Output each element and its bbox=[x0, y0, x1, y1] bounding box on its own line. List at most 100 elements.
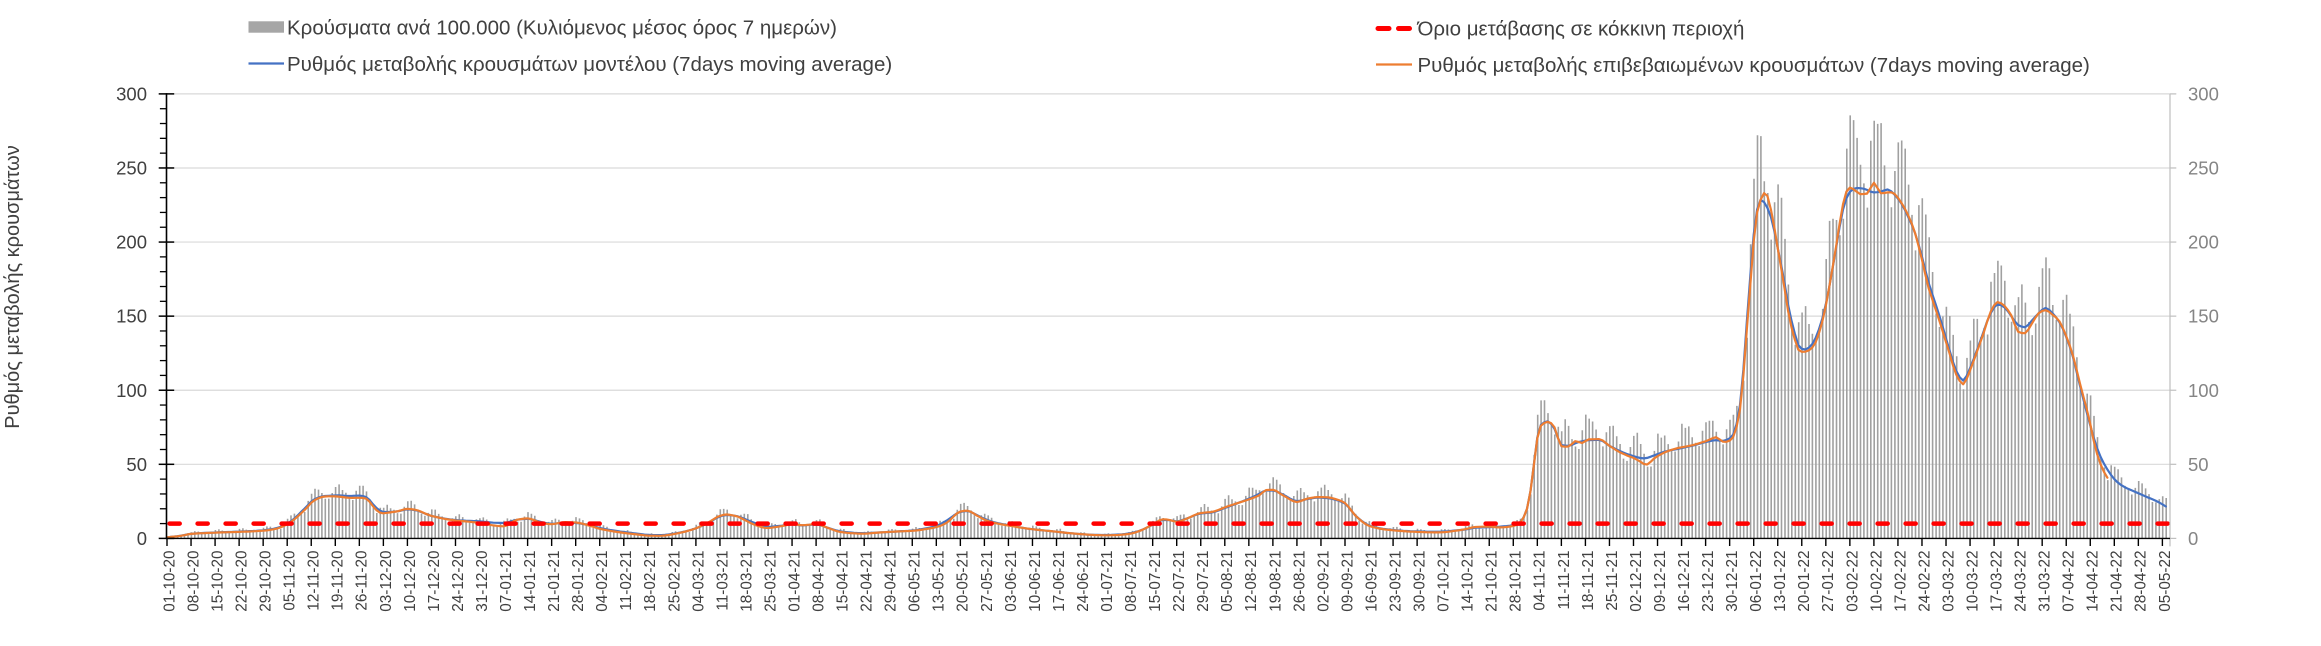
svg-text:03-03-22: 03-03-22 bbox=[1940, 551, 1957, 612]
svg-text:30-12-21: 30-12-21 bbox=[1724, 551, 1741, 612]
svg-text:22-10-20: 22-10-20 bbox=[234, 551, 251, 612]
svg-text:18-03-21: 18-03-21 bbox=[738, 551, 755, 612]
svg-text:07-01-21: 07-01-21 bbox=[498, 551, 515, 612]
svg-text:Ρυθμός μεταβολής κρουσμάτων: Ρυθμός μεταβολής κρουσμάτων bbox=[2, 145, 24, 429]
svg-text:28-10-21: 28-10-21 bbox=[1508, 551, 1525, 612]
svg-text:Ρυθμός μεταβολής επιβεβαιωμένω: Ρυθμός μεταβολής επιβεβαιωμένων κρουσμάτ… bbox=[1418, 54, 2090, 77]
svg-text:31-12-20: 31-12-20 bbox=[474, 551, 491, 612]
svg-text:19-08-21: 19-08-21 bbox=[1267, 551, 1284, 612]
svg-text:31-03-22: 31-03-22 bbox=[2037, 551, 2054, 612]
svg-text:21-04-22: 21-04-22 bbox=[2109, 551, 2126, 612]
svg-text:15-07-21: 15-07-21 bbox=[1147, 551, 1164, 612]
svg-text:19-11-20: 19-11-20 bbox=[330, 551, 347, 611]
svg-text:08-07-21: 08-07-21 bbox=[1123, 551, 1140, 612]
svg-text:09-12-21: 09-12-21 bbox=[1652, 551, 1669, 612]
svg-text:21-10-21: 21-10-21 bbox=[1484, 551, 1501, 612]
svg-text:04-02-21: 04-02-21 bbox=[594, 551, 611, 612]
svg-text:100: 100 bbox=[116, 380, 147, 401]
svg-text:27-01-22: 27-01-22 bbox=[1820, 551, 1837, 612]
svg-text:22-04-21: 22-04-21 bbox=[859, 551, 876, 612]
svg-text:04-03-21: 04-03-21 bbox=[690, 551, 707, 612]
svg-text:300: 300 bbox=[116, 84, 147, 105]
svg-text:02-12-21: 02-12-21 bbox=[1628, 551, 1645, 612]
svg-text:Όριο μετάβασης σε κόκκινη περι: Όριο μετάβασης σε κόκκινη περιοχή bbox=[1417, 18, 1745, 41]
svg-text:01-07-21: 01-07-21 bbox=[1099, 551, 1116, 612]
svg-text:29-07-21: 29-07-21 bbox=[1195, 551, 1212, 612]
svg-text:18-02-21: 18-02-21 bbox=[642, 551, 659, 612]
svg-text:23-09-21: 23-09-21 bbox=[1388, 551, 1405, 612]
svg-text:10-06-21: 10-06-21 bbox=[1027, 551, 1044, 612]
svg-text:02-09-21: 02-09-21 bbox=[1315, 551, 1332, 612]
svg-text:22-07-21: 22-07-21 bbox=[1171, 551, 1188, 612]
svg-text:11-02-21: 11-02-21 bbox=[618, 551, 635, 611]
svg-text:0: 0 bbox=[137, 528, 147, 549]
svg-text:18-11-21: 18-11-21 bbox=[1580, 551, 1597, 611]
svg-text:08-04-21: 08-04-21 bbox=[811, 551, 828, 612]
svg-text:12-11-20: 12-11-20 bbox=[306, 551, 323, 611]
svg-text:15-04-21: 15-04-21 bbox=[835, 551, 852, 612]
svg-text:12-08-21: 12-08-21 bbox=[1243, 551, 1260, 612]
svg-text:05-11-20: 05-11-20 bbox=[282, 551, 299, 611]
svg-text:13-01-22: 13-01-22 bbox=[1772, 551, 1789, 612]
svg-text:23-12-21: 23-12-21 bbox=[1700, 551, 1717, 612]
svg-text:08-10-20: 08-10-20 bbox=[185, 551, 202, 612]
svg-text:06-05-21: 06-05-21 bbox=[907, 551, 924, 612]
svg-text:05-05-22: 05-05-22 bbox=[2157, 551, 2174, 612]
svg-text:13-05-21: 13-05-21 bbox=[931, 551, 948, 612]
svg-text:26-11-20: 26-11-20 bbox=[354, 551, 371, 611]
svg-text:30-09-21: 30-09-21 bbox=[1412, 551, 1429, 612]
svg-text:26-08-21: 26-08-21 bbox=[1291, 551, 1308, 612]
svg-text:50: 50 bbox=[126, 454, 147, 475]
svg-text:250: 250 bbox=[116, 158, 147, 179]
svg-text:09-09-21: 09-09-21 bbox=[1339, 551, 1356, 612]
svg-text:0: 0 bbox=[2188, 528, 2198, 549]
svg-text:25-03-21: 25-03-21 bbox=[762, 551, 779, 612]
svg-text:28-04-22: 28-04-22 bbox=[2133, 551, 2150, 612]
svg-text:17-02-22: 17-02-22 bbox=[1892, 551, 1909, 612]
svg-text:17-12-20: 17-12-20 bbox=[426, 551, 443, 612]
svg-text:150: 150 bbox=[2188, 306, 2219, 327]
svg-text:16-09-21: 16-09-21 bbox=[1363, 551, 1380, 612]
svg-text:17-06-21: 17-06-21 bbox=[1051, 551, 1068, 612]
svg-text:24-03-22: 24-03-22 bbox=[2013, 551, 2030, 612]
svg-text:10-03-22: 10-03-22 bbox=[1965, 551, 1982, 612]
svg-text:300: 300 bbox=[2188, 84, 2219, 105]
svg-text:25-11-21: 25-11-21 bbox=[1604, 551, 1621, 611]
svg-text:03-06-21: 03-06-21 bbox=[1003, 551, 1020, 612]
svg-text:20-05-21: 20-05-21 bbox=[955, 550, 972, 611]
svg-text:14-10-21: 14-10-21 bbox=[1460, 551, 1477, 612]
svg-text:11-03-21: 11-03-21 bbox=[714, 551, 731, 611]
svg-text:10-12-20: 10-12-20 bbox=[402, 551, 419, 612]
svg-text:150: 150 bbox=[116, 306, 147, 327]
svg-text:07-10-21: 07-10-21 bbox=[1436, 551, 1453, 612]
svg-text:29-04-21: 29-04-21 bbox=[883, 551, 900, 612]
svg-text:20-01-22: 20-01-22 bbox=[1796, 551, 1813, 612]
svg-text:10-02-22: 10-02-22 bbox=[1868, 551, 1885, 612]
svg-text:16-12-21: 16-12-21 bbox=[1676, 551, 1693, 612]
svg-text:27-05-21: 27-05-21 bbox=[979, 551, 996, 612]
svg-text:14-04-22: 14-04-22 bbox=[2085, 551, 2102, 612]
svg-text:15-10-20: 15-10-20 bbox=[210, 551, 227, 612]
svg-text:250: 250 bbox=[2188, 158, 2219, 179]
svg-text:14-01-21: 14-01-21 bbox=[522, 551, 539, 612]
svg-text:200: 200 bbox=[116, 232, 147, 253]
svg-text:03-02-22: 03-02-22 bbox=[1844, 551, 1861, 612]
svg-text:50: 50 bbox=[2188, 454, 2209, 475]
svg-text:01-10-20: 01-10-20 bbox=[161, 551, 178, 612]
svg-text:04-11-21: 04-11-21 bbox=[1532, 551, 1549, 611]
svg-text:Ρυθμός μεταβολής κρουσμάτων μο: Ρυθμός μεταβολής κρουσμάτων μοντέλου (7d… bbox=[287, 53, 892, 76]
svg-text:21-01-21: 21-01-21 bbox=[546, 551, 563, 612]
svg-text:05-08-21: 05-08-21 bbox=[1219, 551, 1236, 612]
svg-text:24-12-20: 24-12-20 bbox=[450, 551, 467, 612]
svg-text:17-03-22: 17-03-22 bbox=[1989, 551, 2006, 612]
svg-text:29-10-20: 29-10-20 bbox=[258, 551, 275, 612]
svg-text:24-02-22: 24-02-22 bbox=[1916, 551, 1933, 612]
svg-text:07-04-22: 07-04-22 bbox=[2061, 551, 2078, 612]
svg-text:03-12-20: 03-12-20 bbox=[378, 551, 395, 612]
svg-text:01-04-21: 01-04-21 bbox=[787, 551, 804, 612]
svg-text:100: 100 bbox=[2188, 380, 2219, 401]
svg-text:24-06-21: 24-06-21 bbox=[1075, 551, 1092, 612]
svg-text:06-01-22: 06-01-22 bbox=[1748, 551, 1765, 612]
svg-text:200: 200 bbox=[2188, 232, 2219, 253]
svg-text:11-11-21: 11-11-21 bbox=[1556, 551, 1573, 610]
